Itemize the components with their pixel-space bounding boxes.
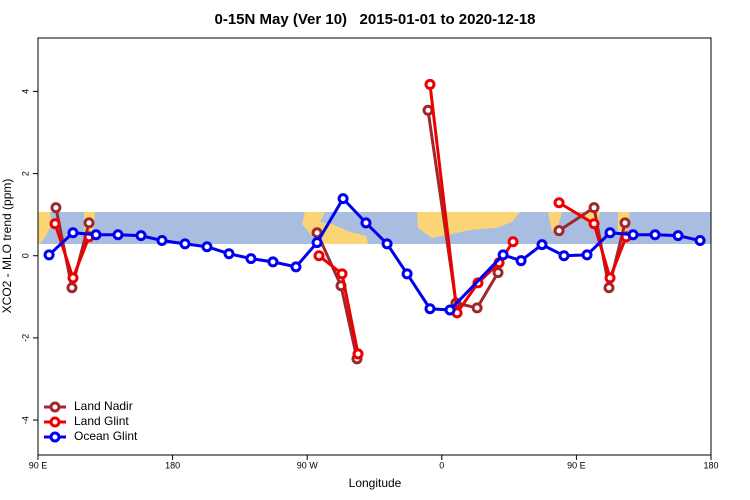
- point: [336, 268, 348, 280]
- point: [603, 282, 615, 294]
- point: [581, 249, 593, 261]
- point: [604, 227, 616, 239]
- point: [352, 348, 364, 360]
- point: [135, 230, 147, 242]
- point: [471, 302, 483, 314]
- point: [67, 272, 79, 284]
- y-tick-label: -2: [20, 334, 30, 342]
- point: [83, 217, 95, 229]
- point: [558, 250, 570, 262]
- point: [649, 229, 661, 241]
- point: [694, 235, 706, 247]
- point: [553, 197, 565, 209]
- point: [536, 239, 548, 251]
- legend-label: Land Glint: [74, 414, 129, 428]
- point: [515, 255, 527, 267]
- point: [43, 249, 55, 261]
- point: [553, 225, 565, 237]
- point: [156, 235, 168, 247]
- chart-title: 0-15N May (Ver 10) 2015-01-01 to 2020-12…: [214, 11, 535, 28]
- point: [223, 248, 235, 260]
- point: [337, 193, 349, 205]
- legend-marker: [49, 401, 61, 413]
- point: [672, 230, 684, 242]
- point: [497, 249, 509, 261]
- point: [424, 303, 436, 315]
- y-tick-label: 0: [20, 253, 30, 258]
- point: [290, 261, 302, 273]
- series-line: [315, 232, 359, 360]
- point: [627, 229, 639, 241]
- y-tick-label: 4: [20, 89, 30, 94]
- x-axis-label: Longitude: [349, 476, 402, 490]
- point: [267, 256, 279, 268]
- point: [588, 202, 600, 214]
- point: [179, 238, 191, 250]
- point: [66, 282, 78, 294]
- point: [424, 78, 436, 90]
- x-tick-label: 0: [439, 460, 444, 470]
- series-line: [558, 201, 628, 283]
- point: [444, 304, 456, 316]
- point: [401, 268, 413, 280]
- point: [604, 272, 616, 284]
- y-axis-label: XCO2 - MLO trend (ppm): [0, 179, 14, 314]
- point: [507, 236, 519, 248]
- legend-label: Ocean Glint: [74, 429, 138, 443]
- legend-marker: [49, 416, 61, 428]
- point: [381, 238, 393, 250]
- point: [311, 227, 323, 239]
- point: [619, 217, 631, 229]
- point: [90, 229, 102, 241]
- point: [50, 202, 62, 214]
- point: [360, 217, 372, 229]
- point: [313, 250, 325, 262]
- point: [588, 218, 600, 230]
- point: [67, 227, 79, 239]
- legend-label: Land Nadir: [74, 399, 133, 413]
- series-line: [428, 84, 515, 317]
- y-tick-label: -4: [20, 416, 30, 424]
- series-line: [426, 110, 500, 310]
- legend-marker: [49, 431, 61, 443]
- point: [311, 237, 323, 249]
- x-tick-label: 90 W: [297, 460, 319, 470]
- point: [49, 218, 61, 230]
- point: [201, 241, 213, 253]
- land: [38, 212, 52, 244]
- y-tick-label: 2: [20, 171, 30, 176]
- point: [422, 104, 434, 116]
- point: [112, 229, 124, 241]
- land: [548, 212, 562, 232]
- x-tick-label: 90 E: [567, 460, 586, 470]
- plot-frame: [37, 37, 712, 456]
- x-tick-label: 180: [703, 460, 718, 470]
- x-tick-label: 180: [165, 460, 180, 470]
- x-tick-label: 90 E: [29, 460, 48, 470]
- point: [492, 267, 504, 279]
- point: [245, 253, 257, 265]
